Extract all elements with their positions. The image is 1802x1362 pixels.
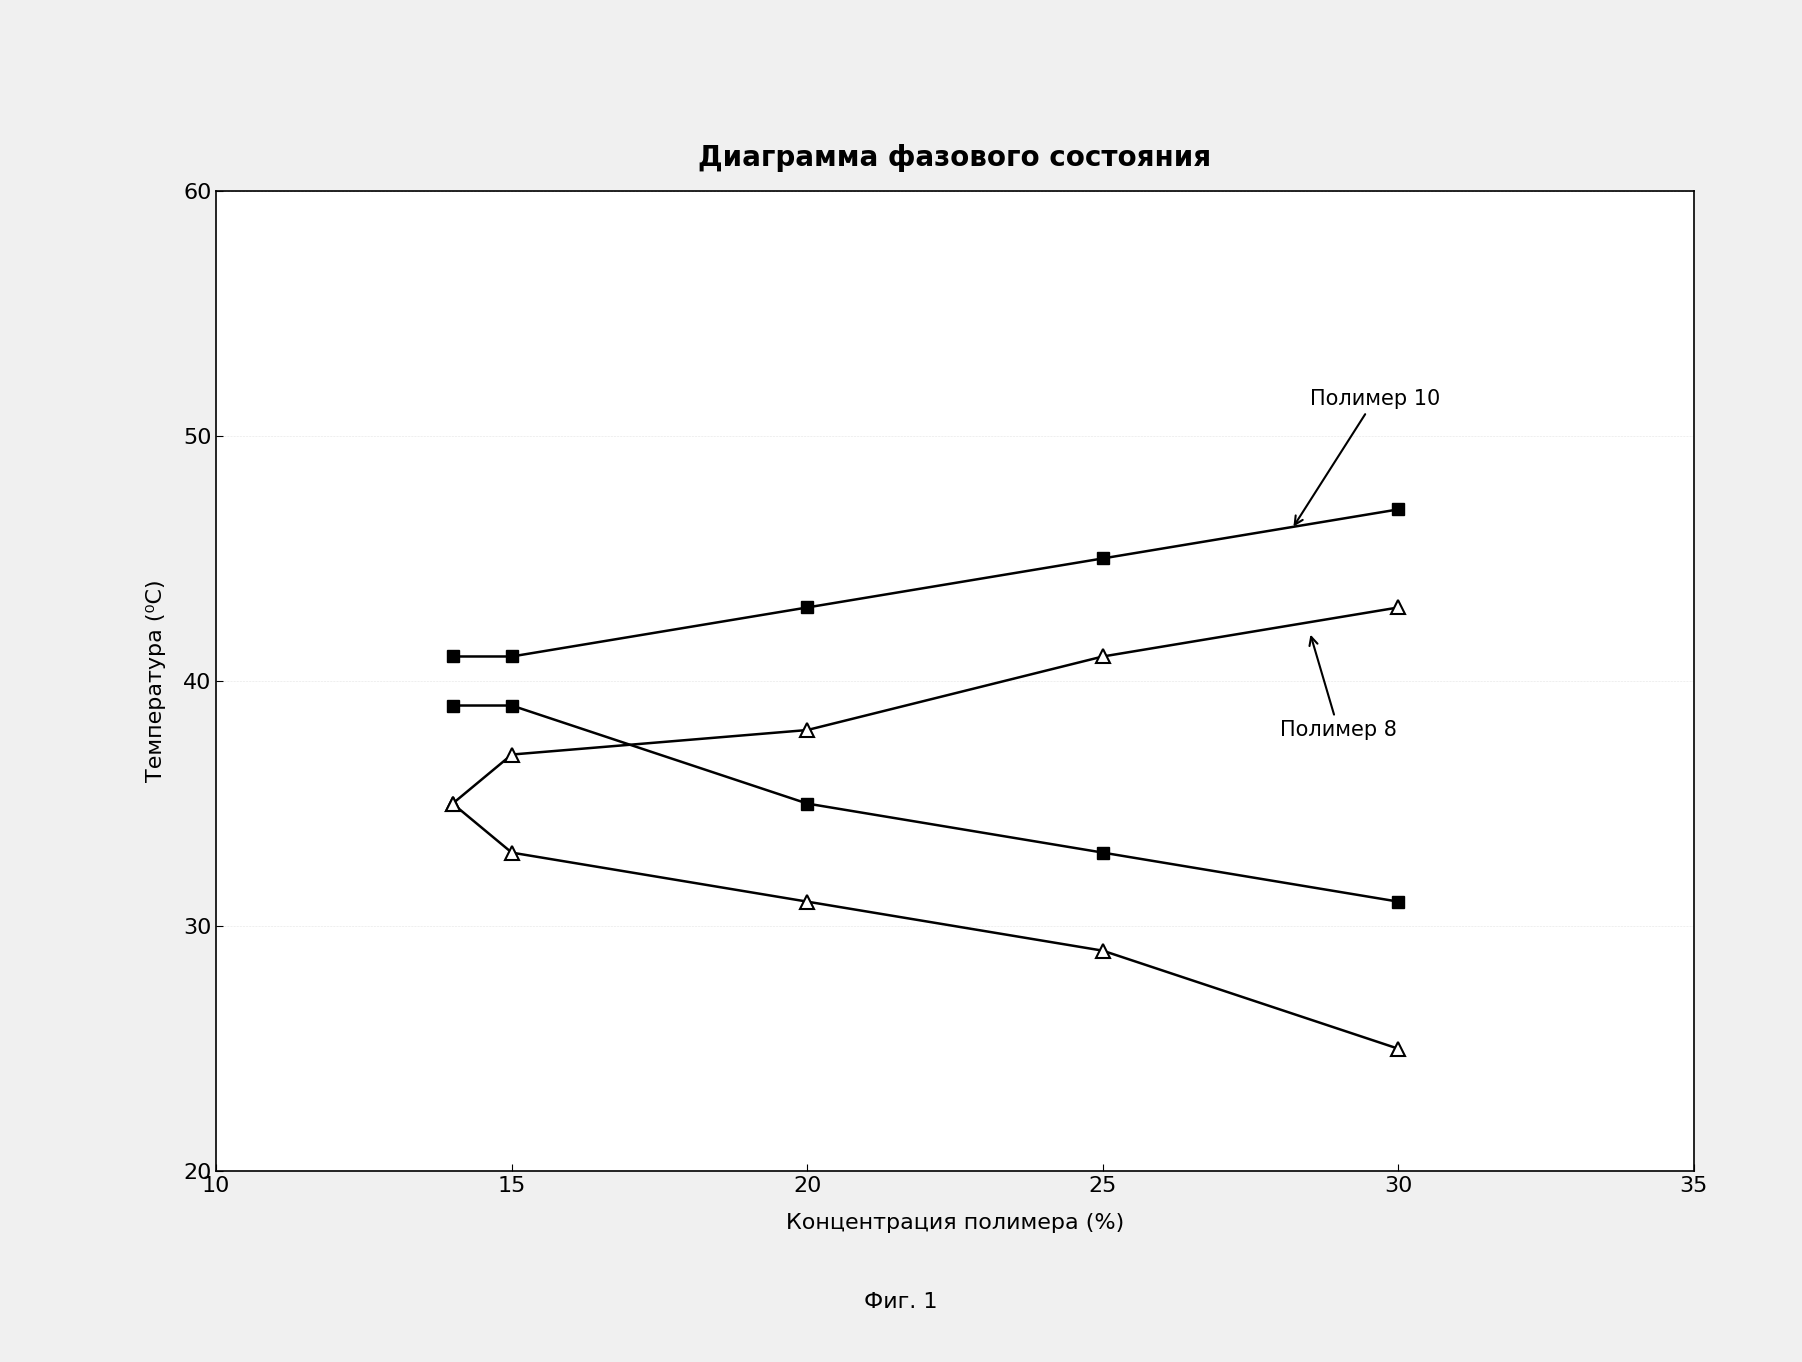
Title: Диаграмма фазового состояния: Диаграмма фазового состояния xyxy=(699,143,1211,172)
X-axis label: Концентрация полимера (%): Концентрация полимера (%) xyxy=(786,1212,1124,1233)
Text: Полимер 8: Полимер 8 xyxy=(1279,637,1397,740)
Y-axis label: Температура (⁰C): Температура (⁰C) xyxy=(146,580,166,782)
Text: Фиг. 1: Фиг. 1 xyxy=(865,1291,937,1312)
Text: Полимер 10: Полимер 10 xyxy=(1294,390,1440,524)
